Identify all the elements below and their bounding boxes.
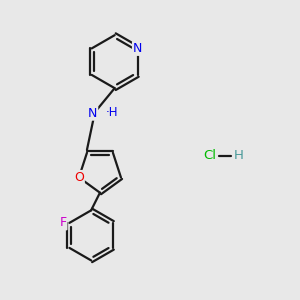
Text: O: O [74,171,84,184]
Text: N: N [133,42,142,55]
Text: H: H [234,149,244,162]
Text: F: F [59,216,67,230]
Text: ·H: ·H [106,106,118,119]
Text: N: N [88,107,97,120]
Text: Cl: Cl [203,149,216,162]
